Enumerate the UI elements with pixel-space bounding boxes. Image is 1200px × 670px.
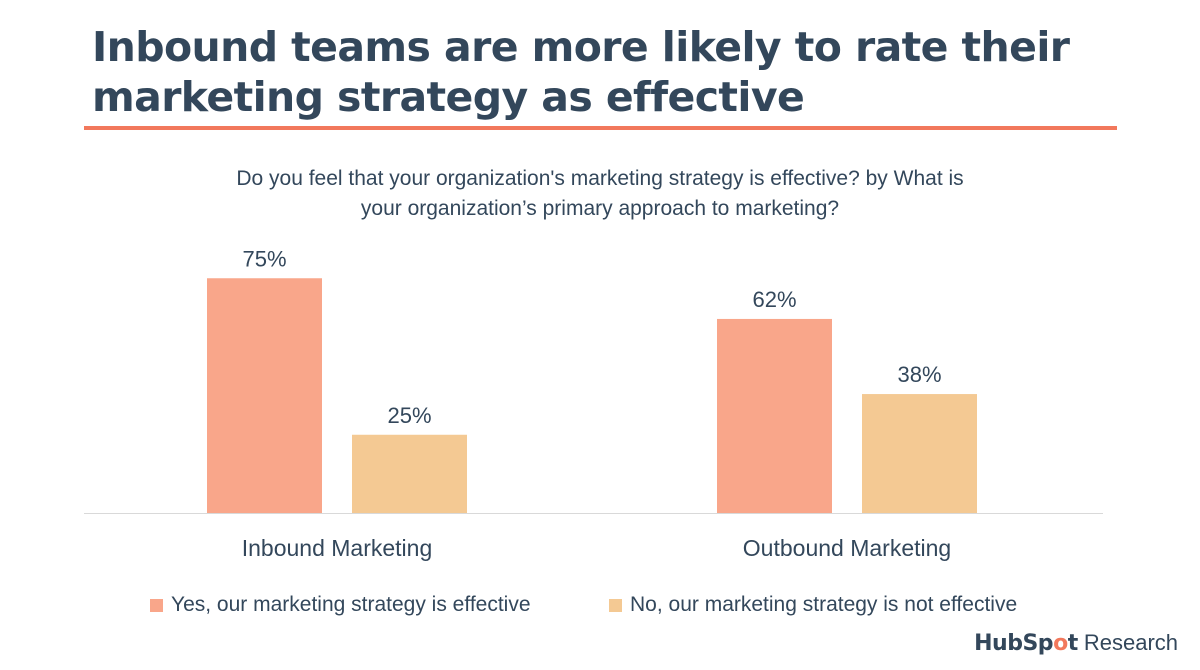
bar-chart: 75% 25% Inbound Marketing 62% 38% Outbound Ma… (84, 246, 1103, 561)
category-label-1: Outbound Marketing (743, 535, 951, 561)
legend-item-no: No, our marketing strategy is not effect… (609, 593, 1017, 617)
legend-label-no: No, our marketing strategy is not effect… (630, 593, 1018, 616)
bar-yes-1 (717, 318, 832, 513)
data-label-yes-1: 62% (752, 287, 796, 312)
data-label-yes-0: 75% (242, 246, 286, 271)
chart-title: Inbound teams are more likely to rate th… (92, 22, 1132, 122)
data-label-no-0: 25% (387, 403, 431, 428)
bar-yes-0 (207, 278, 322, 513)
title-line-1: Inbound teams are more likely to rate th… (92, 23, 1070, 71)
chart-legend: Yes, our marketing strategy is effective… (0, 593, 1200, 619)
bar-no-0 (352, 434, 467, 513)
category-label-0: Inbound Marketing (242, 535, 433, 561)
title-underline (84, 126, 1117, 130)
hubspot-research-logo: HubSpot Research (974, 630, 1178, 656)
data-label-no-1: 38% (897, 362, 941, 387)
legend-item-yes: Yes, our marketing strategy is effective (150, 593, 531, 617)
legend-swatch-no (609, 598, 622, 612)
bar-no-1 (862, 394, 977, 513)
title-line-2: marketing strategy as effective (92, 73, 805, 121)
brand-suffix: Research (1083, 630, 1178, 655)
subtitle-line-2: your organization’s primary approach to … (360, 197, 840, 220)
legend-label-yes: Yes, our marketing strategy is effective (171, 593, 531, 616)
subtitle-line-1: Do you feel that your organization's mar… (236, 167, 964, 190)
legend-swatch-yes (150, 598, 163, 612)
chart-subtitle: Do you feel that your organization's mar… (150, 164, 1050, 224)
